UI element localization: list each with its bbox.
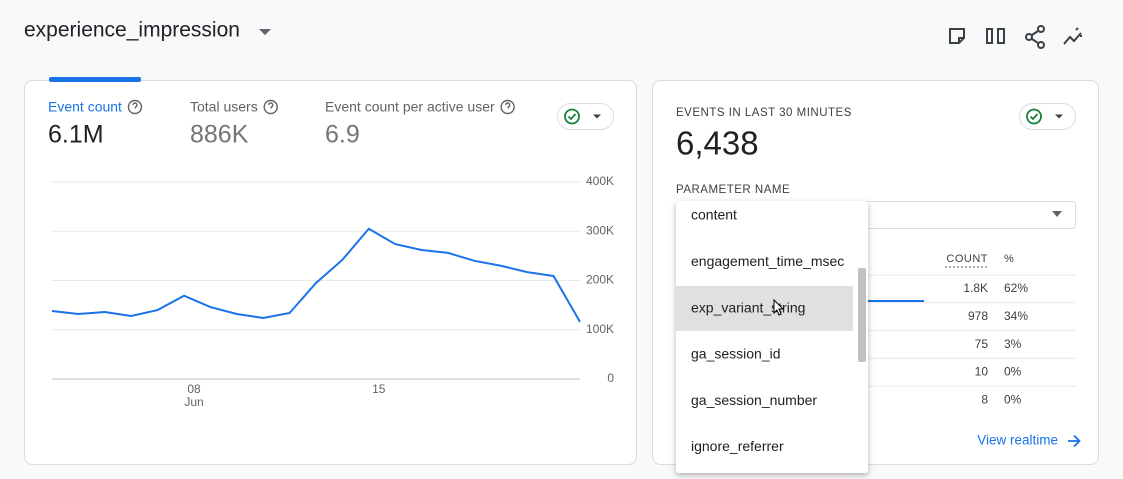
y-tick-label: 300K [586, 223, 614, 237]
metric-value: 886K [190, 121, 249, 149]
metric-value: 6.9 [325, 121, 360, 149]
y-tick-label: 200K [586, 273, 614, 287]
help-icon-mark [132, 102, 138, 109]
row-count: 10 [975, 365, 989, 379]
scrollbar[interactable] [858, 268, 866, 362]
metric-tabs: Event count 6.1M Total users 886K Event coun… [48, 99, 515, 149]
row-bar [868, 300, 924, 302]
realtime-table: 1.8K 62% 978 34% 75 3% 10 0% 8 0% [868, 274, 1076, 406]
notes-icon[interactable] [949, 28, 965, 44]
row-percent: 3% [1004, 337, 1022, 351]
metric-label[interactable]: Event count per active user [325, 99, 495, 115]
realtime-value: 6,438 [676, 125, 759, 162]
help-icon-mark [268, 102, 274, 109]
page-title: experience_impression [24, 19, 240, 42]
dropdown-item[interactable]: content [691, 207, 737, 223]
row-count: 978 [968, 309, 988, 323]
mouse-cursor [773, 298, 785, 316]
active-tab-indicator [49, 77, 141, 82]
view-realtime-link[interactable]: View realtime [977, 433, 1058, 448]
x-tick-label: 15 [372, 382, 386, 396]
status-button[interactable] [557, 103, 614, 130]
y-tick-label: 0 [607, 371, 614, 385]
row-percent: 62% [1004, 281, 1028, 295]
column-header: % [1004, 253, 1014, 265]
toolbar [949, 25, 1082, 49]
help-icon[interactable] [500, 99, 515, 115]
dropdown-item[interactable]: engagement_time_msec [691, 253, 844, 269]
dropdown-item[interactable]: ga_session_id [691, 346, 781, 362]
status-button[interactable] [1019, 103, 1076, 130]
help-icon-mark [505, 102, 511, 109]
dropdown-menu [676, 201, 868, 473]
metric-label[interactable]: Total users [190, 99, 258, 115]
help-icon[interactable] [263, 99, 278, 115]
column-header[interactable]: COUNT [946, 253, 988, 265]
realtime-title: EVENTS IN LAST 30 MINUTES [676, 107, 852, 119]
dropdown-item[interactable]: ignore_referrer [691, 438, 784, 454]
x-tick-label: 08 [187, 382, 201, 396]
line-chart: 0 100K 200K 300K 400K 08 15 Jun [51, 174, 614, 409]
parameter-label: PARAMETER NAME [676, 184, 790, 196]
dropdown-item[interactable]: exp_variant_string [691, 299, 805, 315]
metric-label[interactable]: Event count [48, 99, 122, 115]
row-count: 75 [975, 337, 989, 351]
metric-value: 6.1M [48, 121, 104, 149]
hovered-item-bg [676, 286, 853, 331]
insights-icon[interactable] [1063, 27, 1082, 45]
dropdown-item[interactable]: ga_session_number [691, 392, 817, 408]
line-series [51, 227, 581, 323]
help-icon[interactable] [127, 99, 143, 115]
select-arrow [1052, 211, 1062, 217]
row-count: 1.8K [963, 281, 988, 295]
arrow-icon [1068, 434, 1081, 448]
y-tick-label: 400K [586, 174, 614, 188]
title-dropdown-arrow[interactable] [259, 29, 271, 35]
row-percent: 34% [1004, 309, 1028, 323]
row-percent: 0% [1004, 365, 1022, 379]
x-month-label: Jun [184, 395, 203, 409]
row-percent: 0% [1004, 392, 1022, 406]
dropdown-items: content engagement_time_msec exp_variant_s… [691, 207, 844, 455]
row-count: 8 [981, 392, 988, 406]
chart-card [24, 80, 637, 465]
compare-icon[interactable] [986, 28, 1005, 44]
share-icon[interactable] [1025, 25, 1045, 49]
y-tick-label: 100K [586, 322, 614, 336]
